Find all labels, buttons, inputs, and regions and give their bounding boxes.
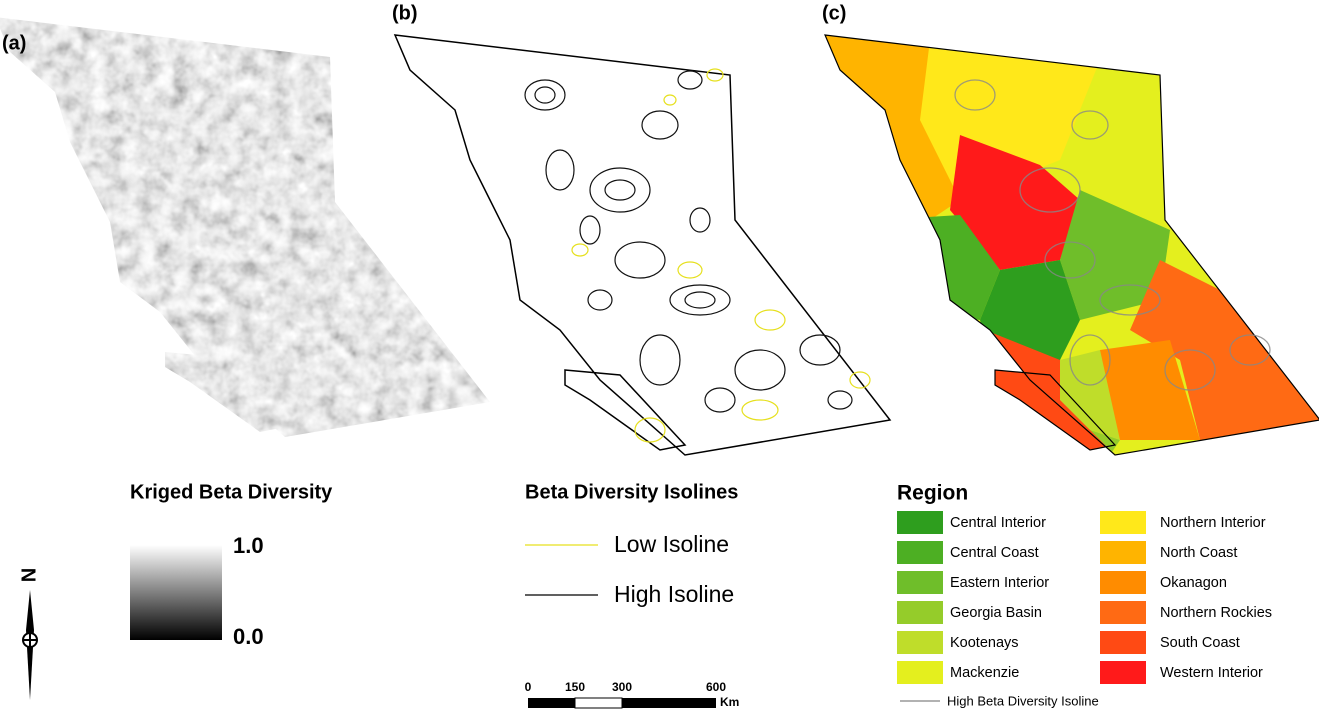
legend-low: 0.0	[233, 624, 264, 649]
north-label: N	[18, 568, 40, 582]
scale-label: 300	[612, 680, 632, 694]
panel-label: (c)	[822, 2, 846, 24]
scale-label: 150	[565, 680, 585, 694]
panel-label: (b)	[392, 2, 418, 24]
legend-title: Kriged Beta Diversity	[130, 481, 333, 503]
legend-label: Central Coast	[950, 545, 1039, 561]
region-swatch	[1100, 661, 1146, 684]
legend-label: South Coast	[1160, 635, 1240, 651]
scale-unit: Km	[720, 695, 739, 709]
isoline-label: High Beta Diversity Isoline	[947, 693, 1099, 708]
legend-label: Low Isoline	[614, 531, 729, 557]
panel-label: (a)	[2, 32, 26, 54]
legend-high: 1.0	[233, 533, 264, 558]
legend-label: High Isoline	[614, 581, 734, 607]
legend-label: Mackenzie	[950, 665, 1019, 681]
gradient-bar	[130, 545, 222, 640]
legend-title: Beta Diversity Isolines	[525, 481, 738, 503]
legend-label: North Coast	[1160, 545, 1237, 561]
north-arrow: N	[18, 568, 40, 700]
region-swatch	[897, 601, 943, 624]
legend-title: Region	[897, 482, 968, 505]
region-swatch	[897, 541, 943, 564]
isolines	[524, 68, 871, 443]
kriged-map	[0, 17, 490, 437]
region-swatch	[1100, 511, 1146, 534]
scale-label: 600	[706, 680, 726, 694]
region-swatch	[897, 511, 943, 534]
region-swatch	[1100, 601, 1146, 624]
region-swatch	[1100, 541, 1146, 564]
region-swatch	[1100, 571, 1146, 594]
legend-label: Georgia Basin	[950, 605, 1042, 621]
region-map	[825, 35, 1319, 455]
region-swatch	[897, 631, 943, 654]
isolines	[954, 79, 1271, 391]
scale-bar: 0 150 300 600 Km	[525, 680, 740, 709]
legend-label: Northern Interior	[1160, 515, 1266, 531]
region-swatch	[897, 661, 943, 684]
legend-label: Eastern Interior	[950, 575, 1049, 591]
legend-label: Northern Rockies	[1160, 605, 1272, 621]
legend-label: Western Interior	[1160, 665, 1263, 681]
scale-label: 0	[525, 680, 532, 694]
legend-label: Kootenays	[950, 635, 1019, 651]
region-swatch	[897, 571, 943, 594]
region-swatch	[1100, 631, 1146, 654]
legend-label: Central Interior	[950, 515, 1046, 531]
legend-label: Okanagon	[1160, 575, 1227, 591]
